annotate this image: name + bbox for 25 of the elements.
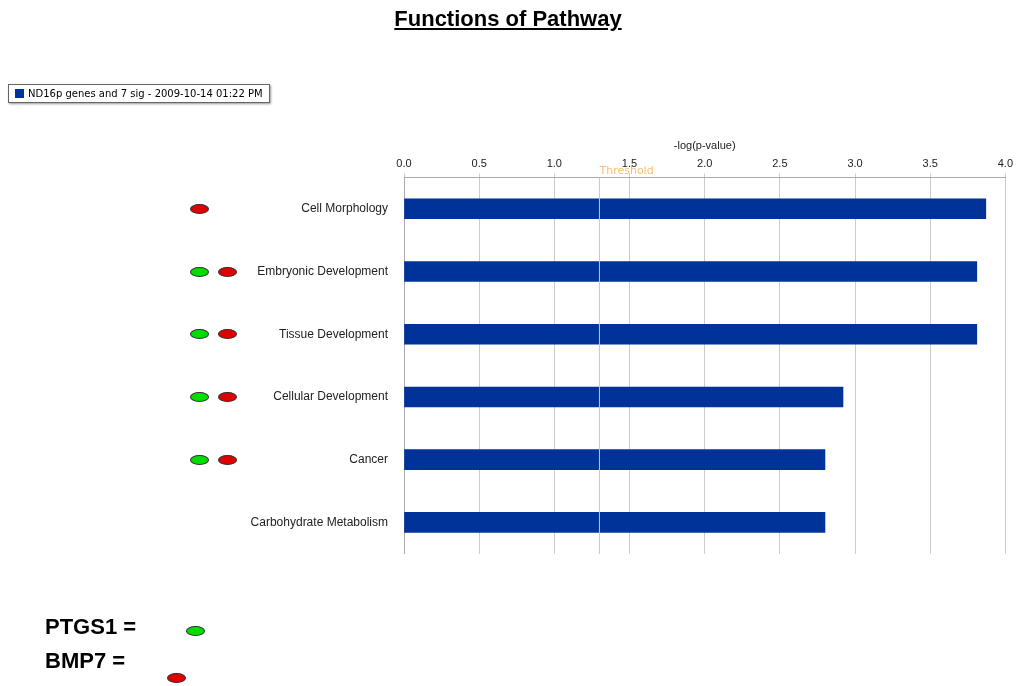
y-tick-label: Tissue Development bbox=[279, 326, 389, 341]
legend-label: ND16p genes and 7 sig - 2009-10-14 01:22 PM bbox=[28, 88, 263, 99]
y-tick-label: Cellular Development bbox=[273, 389, 389, 404]
bar bbox=[404, 512, 826, 533]
x-axis-title: -log(p-value) bbox=[673, 138, 736, 151]
bar bbox=[404, 323, 978, 345]
x-tick-label: 1.0 bbox=[546, 156, 562, 169]
chart-title: Functions of Pathway bbox=[393, 6, 623, 32]
bar bbox=[404, 261, 978, 282]
x-tick-label: 3.5 bbox=[922, 156, 938, 169]
y-tick-label: Carbohydrate Metabolism bbox=[250, 514, 388, 529]
bar bbox=[404, 449, 826, 471]
y-tick-label: Cancer bbox=[349, 452, 388, 467]
x-tick-label: 2.5 bbox=[772, 156, 788, 169]
y-tick-label: Cell Morphology bbox=[301, 201, 388, 216]
x-tick-label: 4.0 bbox=[997, 156, 1013, 169]
y-tick-label: Embryonic Development bbox=[257, 263, 389, 278]
bar bbox=[404, 386, 844, 408]
bar bbox=[404, 198, 987, 220]
x-tick-label: 0.5 bbox=[471, 156, 487, 169]
text: PTGS1 = bbox=[45, 614, 137, 640]
x-tick-label: 0.0 bbox=[396, 156, 412, 169]
x-tick-label: 2.0 bbox=[697, 156, 713, 169]
x-tick-label: 3.0 bbox=[847, 156, 863, 169]
text: BMP7 = bbox=[45, 648, 126, 674]
